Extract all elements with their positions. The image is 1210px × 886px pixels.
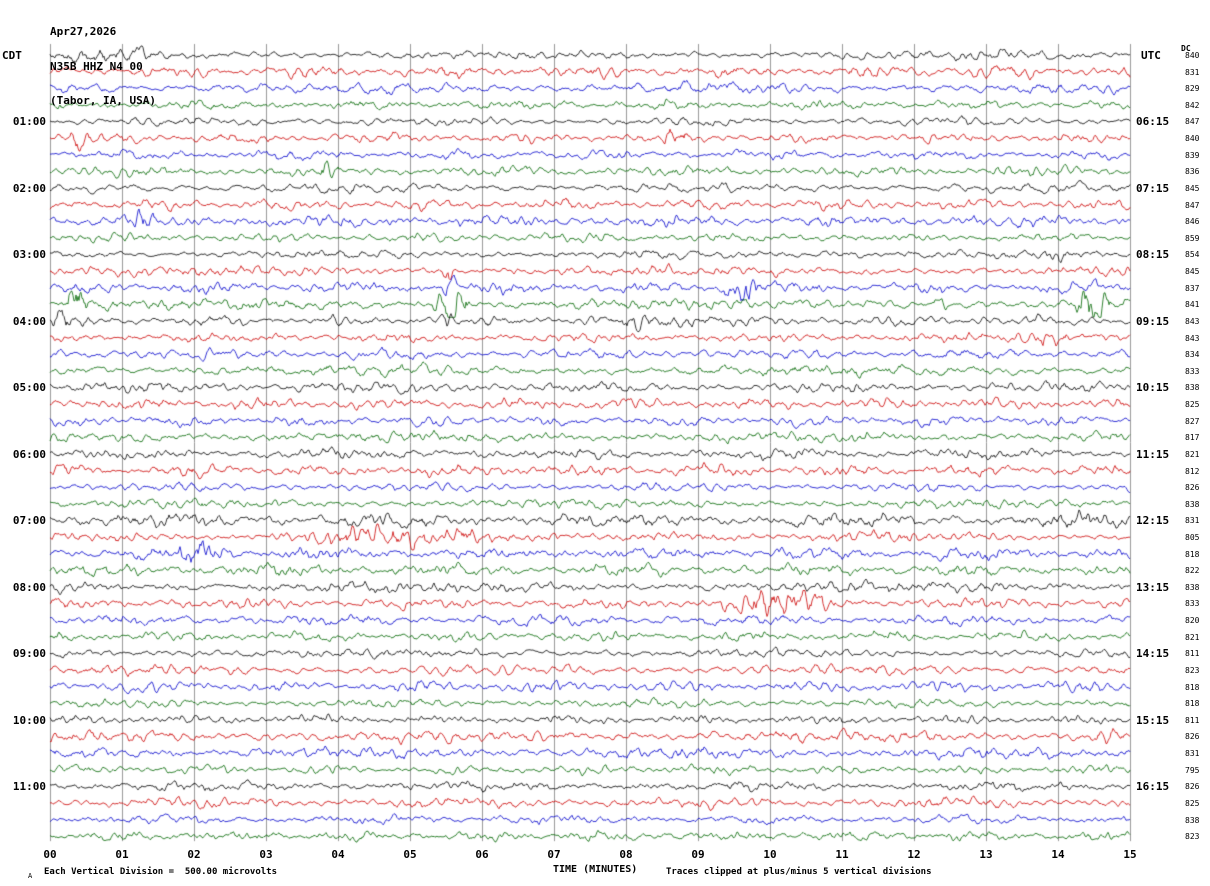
- dc-value: 826: [1185, 483, 1200, 493]
- dc-value: 823: [1185, 665, 1200, 675]
- x-tick-label: 12: [907, 848, 921, 861]
- dc-value: 821: [1185, 632, 1200, 642]
- x-tick-label: 06: [475, 848, 489, 861]
- left-axis-header: CDT: [2, 49, 22, 62]
- dc-value: 811: [1185, 715, 1200, 725]
- utc-time-label: 11:15: [1136, 447, 1170, 461]
- dc-value: 812: [1185, 466, 1200, 476]
- dc-value: 817: [1185, 433, 1200, 443]
- dc-value: 831: [1185, 749, 1200, 759]
- dc-value: 834: [1185, 350, 1200, 360]
- utc-time-label: 10:15: [1136, 381, 1170, 395]
- x-tick-label: 01: [115, 848, 129, 861]
- dc-value: 854: [1185, 250, 1200, 260]
- utc-time-label: 13:15: [1136, 580, 1170, 594]
- dc-value: 818: [1185, 699, 1200, 709]
- dc-value: 840: [1185, 51, 1200, 60]
- dc-value: 825: [1185, 400, 1200, 410]
- cdt-time-label: 06:00: [12, 447, 46, 461]
- cdt-time-label: 04:00: [12, 314, 46, 328]
- dc-value: 838: [1185, 383, 1200, 393]
- dc-value: 818: [1185, 682, 1200, 692]
- x-tick-label: 02: [187, 848, 201, 861]
- dc-value: 838: [1185, 582, 1200, 592]
- x-tick-label: 07: [547, 848, 561, 861]
- x-tick-label: 05: [403, 848, 417, 861]
- x-tick-label: 11: [835, 848, 849, 861]
- dc-value: 821: [1185, 449, 1200, 459]
- x-tick-label: 15: [1123, 848, 1137, 861]
- utc-time-label: 09:15: [1136, 314, 1170, 328]
- cdt-time-label: 11:00: [12, 780, 46, 794]
- cdt-time-label: 08:00: [12, 580, 46, 594]
- utc-time-label: 15:15: [1136, 713, 1170, 727]
- dc-value: 826: [1185, 732, 1200, 742]
- utc-time-label: 12:15: [1136, 514, 1170, 528]
- dc-value: 811: [1185, 649, 1200, 659]
- title-station: N35B HHZ N4 00: [50, 59, 143, 73]
- dc-value: 840: [1185, 134, 1200, 144]
- dc-value: 838: [1185, 499, 1200, 509]
- utc-time-label: 16:15: [1136, 780, 1170, 794]
- right-axis-header: UTC: [1141, 49, 1161, 62]
- x-tick-label: 04: [331, 848, 345, 861]
- dc-value: 839: [1185, 150, 1200, 160]
- utc-time-label: 14:15: [1136, 647, 1170, 661]
- dc-value: 827: [1185, 416, 1200, 426]
- utc-time-label: 07:15: [1136, 181, 1170, 195]
- cdt-time-label: 03:00: [12, 248, 46, 262]
- dc-value: 818: [1185, 549, 1200, 559]
- dc-value: 842: [1185, 100, 1200, 110]
- cdt-time-label: 02:00: [12, 181, 46, 195]
- x-axis-title: TIME (MINUTES): [553, 864, 638, 875]
- dc-value: 805: [1185, 532, 1200, 542]
- title-location: (Tabor, IA, USA): [50, 94, 156, 107]
- footer-scale-note: Each Vertical Division = 500.00 microvol…: [44, 867, 277, 877]
- dc-value: 843: [1185, 316, 1200, 326]
- dc-column-header: DC: [1181, 44, 1191, 53]
- x-tick-label: 03: [259, 848, 273, 861]
- dc-value: 845: [1185, 183, 1200, 193]
- x-tick-label: 13: [979, 848, 993, 861]
- x-tick-label: 09: [691, 848, 705, 861]
- dc-value: 822: [1185, 566, 1200, 576]
- dc-value: 846: [1185, 217, 1200, 227]
- x-tick-label: 10: [763, 848, 777, 861]
- dc-value: 847: [1185, 200, 1200, 210]
- plot-title: Apr27,2026 N35B HHZ N4 00 (Tabor, IA, US…: [50, 3, 156, 130]
- cdt-time-label: 05:00: [12, 381, 46, 395]
- cdt-time-label: 01:00: [12, 115, 46, 129]
- utc-time-label: 08:15: [1136, 248, 1170, 262]
- dc-value: 833: [1185, 366, 1200, 376]
- title-date: Apr27,2026: [50, 25, 117, 38]
- dc-value: 847: [1185, 117, 1200, 127]
- footer-clip-note: Traces clipped at plus/minus 5 vertical …: [666, 867, 932, 877]
- dc-value: 825: [1185, 798, 1200, 808]
- dc-value: 829: [1185, 84, 1200, 94]
- cdt-time-label: 07:00: [12, 514, 46, 528]
- dc-value: 859: [1185, 233, 1200, 243]
- x-tick-label: 08: [619, 848, 633, 861]
- cdt-time-label: 10:00: [12, 713, 46, 727]
- dc-value: 833: [1185, 599, 1200, 609]
- utc-time-label: 06:15: [1136, 115, 1170, 129]
- dc-value: 836: [1185, 167, 1200, 177]
- dc-value: 820: [1185, 616, 1200, 626]
- x-tick-label: 00: [43, 848, 57, 861]
- dc-value: 831: [1185, 516, 1200, 526]
- dc-value: 823: [1185, 832, 1200, 842]
- dc-value: 843: [1185, 333, 1200, 343]
- dc-value: 841: [1185, 300, 1200, 310]
- dc-value: 795: [1185, 765, 1200, 775]
- dc-value: 826: [1185, 782, 1200, 792]
- footer-corner-mark: A: [28, 872, 33, 880]
- x-tick-label: 14: [1051, 848, 1065, 861]
- dc-value: 838: [1185, 815, 1200, 825]
- dc-value: 831: [1185, 67, 1200, 77]
- dc-value: 845: [1185, 267, 1200, 277]
- cdt-time-label: 09:00: [12, 647, 46, 661]
- dc-value: 837: [1185, 283, 1200, 293]
